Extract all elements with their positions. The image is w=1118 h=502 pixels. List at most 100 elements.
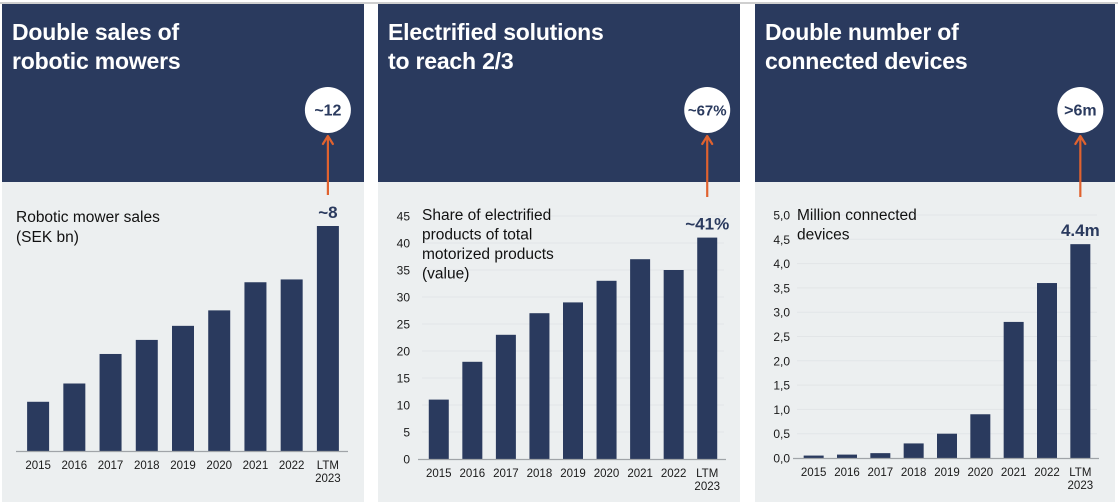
bar-2019 — [937, 433, 957, 458]
chart-label-line: Million connected — [797, 207, 917, 224]
x-tick-label: 2020 — [206, 460, 232, 472]
x-tick-label: 2021 — [243, 460, 269, 472]
bar-ltm-2023 — [316, 226, 339, 451]
bar-2022 — [1037, 283, 1057, 458]
target-value: >6m — [1064, 103, 1096, 120]
x-tick-label: 2017 — [493, 468, 519, 480]
y-tick-label: 0 — [403, 453, 410, 467]
x-tick-label: LTM — [1069, 467, 1091, 479]
panel-electrified-solutions: Electrified solutions to reach 2/3 0 5 10 1… — [378, 4, 740, 502]
x-tick-label: 2019 — [170, 460, 196, 472]
x-tick-label: 2017 — [98, 460, 124, 472]
title-line: robotic mowers — [12, 48, 181, 74]
bar-2021 — [1003, 321, 1024, 458]
target-circle — [684, 87, 731, 133]
panel-title: Electrified solutions to reach 2/3 — [388, 18, 604, 76]
y-tick-label: 40 — [397, 237, 411, 251]
y-tick-label: 10 — [397, 399, 411, 413]
x-tick-label: LTM — [317, 460, 339, 472]
x-tick-label: 2016 — [62, 460, 88, 472]
chart-label-line: devices — [797, 227, 850, 244]
x-tick-label: 2021 — [1001, 467, 1027, 479]
bar-2015 — [27, 401, 50, 451]
y-tick-label: 1,0 — [773, 403, 790, 417]
y-tick-label: 3,5 — [773, 281, 790, 295]
x-tick-label: 2022 — [661, 468, 687, 480]
y-tick-label: 5,0 — [773, 209, 790, 223]
bar-2015 — [803, 455, 824, 458]
arrow-up-icon — [321, 134, 334, 146]
bar-2019 — [563, 302, 583, 459]
chart-label-line: Share of electrified — [422, 207, 551, 224]
y-tick-label: 2,0 — [773, 354, 790, 368]
title-line: connected devices — [765, 48, 968, 74]
target-value: ~12 — [314, 103, 341, 120]
target-circle — [304, 87, 351, 133]
x-tick-label: 2015 — [25, 460, 51, 472]
bar-2020 — [970, 414, 991, 458]
panel-title: Double number of connected devices — [765, 18, 968, 76]
y-tick-label: 3,0 — [773, 306, 790, 320]
panel-header — [378, 4, 740, 182]
title-line: Double number of — [765, 19, 959, 45]
chart-label-line: (value) — [422, 266, 469, 283]
x-tick-label: LTM — [696, 468, 718, 480]
bar-2015 — [428, 399, 449, 459]
x-tick-label: 2023 — [1068, 480, 1094, 492]
x-tick-label: 2017 — [868, 467, 894, 479]
top-divider — [0, 2, 1118, 4]
last-value-label: 4.4m — [1061, 221, 1100, 240]
target-circle — [1057, 87, 1104, 133]
panel-robotic-mowers: Double sales of robotic mowers 2015 2016 2… — [2, 4, 364, 502]
x-tick-label: 2015 — [426, 468, 452, 480]
panel-connected-devices: Double number of connected devices 0,0 0,… — [755, 4, 1115, 502]
bar-ltm-2023 — [1070, 244, 1091, 458]
target-value: ~67% — [688, 103, 727, 120]
bar-2016 — [462, 361, 483, 459]
x-tick-label: 2019 — [934, 467, 960, 479]
y-tick-label: 20 — [397, 345, 411, 359]
panel-title: Double sales of robotic mowers — [12, 18, 181, 76]
x-tick-label: 2020 — [594, 468, 620, 480]
bar-2018 — [903, 443, 924, 458]
chart-label-line: products of total — [422, 227, 532, 244]
bar-2022 — [663, 270, 684, 459]
y-tick-label: 2,5 — [773, 330, 790, 344]
bar-2017 — [870, 453, 891, 458]
x-tick-label: 2023 — [694, 481, 720, 493]
y-tick-label: 45 — [397, 210, 411, 224]
y-tick-label: 25 — [397, 318, 411, 332]
x-tick-label: 2022 — [1034, 467, 1060, 479]
y-tick-label: 0,5 — [773, 427, 790, 441]
chart-label-line: motorized products — [422, 246, 554, 263]
bar-2018 — [135, 339, 158, 451]
x-tick-label: 2018 — [527, 468, 553, 480]
bar-2021 — [630, 259, 651, 459]
y-tick-label: 0,0 — [773, 452, 790, 466]
bar-ltm-2023 — [697, 237, 718, 459]
bar-2019 — [172, 325, 194, 451]
bar-chart-electrified-share: 0 5 10 15 20 25 30 35 40 45 2015 2016 2017 2018 2019 20… — [397, 87, 731, 493]
x-tick-label: 2021 — [627, 468, 653, 480]
y-tick-label: 4,0 — [773, 257, 790, 271]
bar-2017 — [495, 334, 516, 459]
y-tick-label: 1,5 — [773, 379, 790, 393]
x-tick-label: 2022 — [279, 460, 305, 472]
bar-2020 — [208, 310, 231, 451]
panel-header — [2, 4, 364, 182]
bar-2017 — [99, 353, 122, 451]
last-value-label: ~41% — [685, 215, 729, 234]
last-value-label: ~8 — [318, 203, 337, 222]
title-line: Electrified solutions — [388, 19, 604, 45]
bar-2021 — [244, 282, 267, 451]
title-line: Double sales of — [12, 19, 179, 45]
bar-2022 — [280, 279, 303, 451]
title-line: to reach 2/3 — [388, 48, 514, 74]
x-tick-label: 2020 — [968, 467, 994, 479]
y-tick-label: 35 — [397, 264, 411, 278]
x-tick-label: 2018 — [134, 460, 160, 472]
arrow-up-icon — [701, 134, 714, 146]
x-tick-label: 2023 — [315, 473, 341, 485]
arrow-up-icon — [1074, 134, 1087, 146]
x-tick-label: 2018 — [901, 467, 927, 479]
